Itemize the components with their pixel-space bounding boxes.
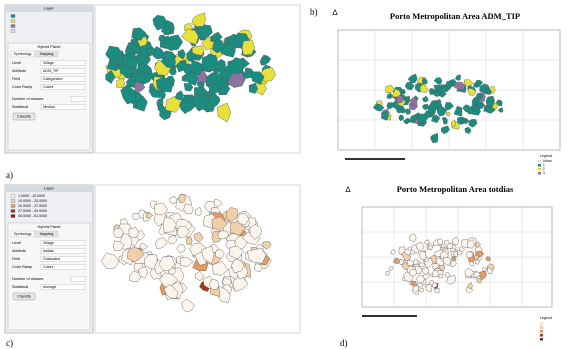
dropdown-value: totdias [43,249,54,253]
field-label: Number of classes [12,277,44,281]
dropdown-value: Village [43,241,54,245]
dropdown-value: Colors [43,265,54,269]
field-label: Level [12,241,21,245]
legend-swatch [538,168,541,171]
dropdown-value: ADM_TIP [43,69,59,73]
legend-title: Legend [540,316,552,320]
map-title: Porto Metropolitan Area totdias [397,184,514,194]
legend-item: 10.0000 - 20.0000 [18,199,47,203]
legend-item: 27.0000 - 40.0000 [18,209,47,213]
panel-label: a) [6,170,13,180]
legend-swatch [11,205,15,208]
map-region [454,251,458,256]
field-label: Statistical [12,285,28,289]
field-label: Attribute [12,249,26,253]
legend-swatch [11,30,15,33]
field-label: Color Ramp [12,265,32,269]
field-label: Field [12,257,20,261]
dropdown-value: Average [43,285,56,289]
dropdown-value: Graduated [43,257,60,261]
legend-item: 40.0000 - 61.0000 [18,214,47,218]
legend-swatch [538,160,541,163]
north-arrow: ∆ [346,185,351,194]
map-region [461,119,465,123]
figure: Layer Hybrid Panel Symbology Mapping Level Vi… [0,0,567,349]
dropdown-value: Colors [43,85,54,89]
map-region [437,239,443,245]
legend-swatch [11,195,15,198]
spinbox[interactable] [71,276,85,282]
spinbox[interactable] [71,96,85,102]
dropdown-value: Village [43,61,54,65]
map-title: Porto Metropolitan Area ADM_TIP [390,11,520,21]
legend-swatch [11,210,15,213]
dialog-title: Hybrid Panel [38,44,61,49]
map-region [186,238,192,245]
field-label: Attribute [12,69,26,73]
dropdown-value: Median [43,105,55,109]
panel-label: c) [6,338,13,348]
legend-swatch [538,164,541,167]
legend-swatch [540,326,543,329]
legend-swatch [538,172,541,175]
legend-swatch [540,338,543,341]
button-label: Classify [17,294,31,299]
tab-label: Symbology [14,52,32,56]
window-title: Layer [44,6,55,11]
legend-swatch [11,15,15,18]
dropdown-value: Categorized [43,77,62,81]
window-title: Layer [44,186,55,191]
panel-label: b) [310,7,318,17]
legend-swatch [540,334,543,337]
dialog-title: Hybrid Panel [38,224,61,229]
map-region [476,93,482,100]
map-region [476,83,480,87]
legend-swatch [11,200,15,203]
field-label: Number of classes [12,97,44,101]
north-arrow: ∆ [333,8,338,17]
legend-swatch [540,330,543,333]
legend-item: 20.0000 - 27.0000 [18,204,47,208]
map-region [386,271,390,275]
scale-bar [362,315,417,317]
field-label: Field [12,77,20,81]
field-label: Statistical [12,105,28,109]
tab-label: Mapping [40,232,54,236]
field-label: Level [12,61,21,65]
field-label: Color Ramp [12,85,32,89]
legend-item: 1.0000 - 10.0000 [18,194,45,198]
button-label: Classify [17,114,31,119]
scale-bar [345,158,405,160]
legend-item: 3 [543,171,545,175]
legend-title: Legend [540,154,552,158]
tab-label: Symbology [14,232,32,236]
legend-swatch [11,215,15,218]
panel-label: d) [340,338,348,348]
legend-swatch [540,322,543,325]
legend-swatch [11,25,15,28]
tab-label: Mapping [40,52,54,56]
legend-swatch [11,20,15,23]
